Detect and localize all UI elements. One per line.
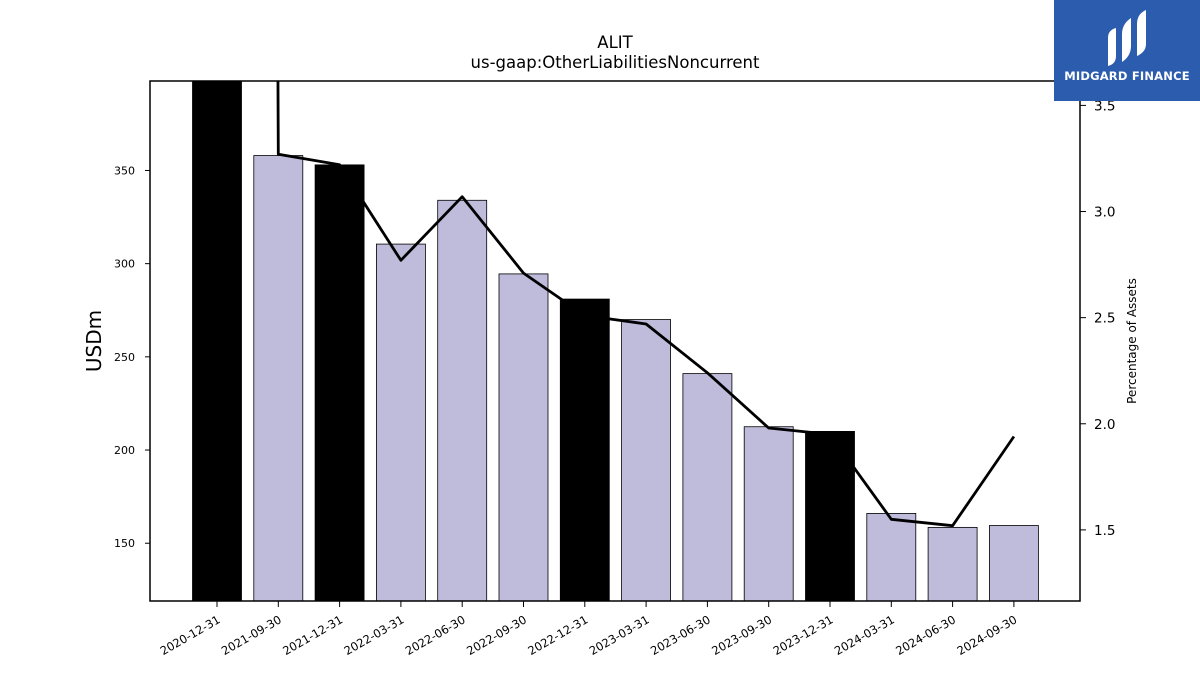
midgard-finance-logo: MIDGARD FINANCE xyxy=(1054,0,1200,101)
bar-2024-03-31 xyxy=(866,513,917,601)
y-axis-label: USDm xyxy=(82,310,106,372)
y2-tick-label: 3.0 xyxy=(1094,205,1115,221)
y-tick-label: 350 xyxy=(114,164,135,177)
x-tick-label: 2022-12-31 xyxy=(525,612,590,658)
x-tick-label: 2022-03-31 xyxy=(342,612,407,658)
y2-tick-label: 2.5 xyxy=(1094,311,1115,327)
logo-text: MIDGARD FINANCE xyxy=(1064,69,1190,83)
bar-2022-03-31 xyxy=(375,243,426,601)
y2-tick-label: 3.5 xyxy=(1094,98,1115,114)
bar-2023-06-30 xyxy=(682,373,733,601)
chart-title: ALIT xyxy=(597,33,633,52)
x-tick-label: 2020-12-31 xyxy=(158,612,223,658)
y-tick-label: 150 xyxy=(114,537,135,550)
y-tick-label: 200 xyxy=(114,444,135,457)
x-axis: 2020-12-312021-09-302021-12-312022-03-31… xyxy=(158,601,1020,658)
plot-frame xyxy=(149,80,1081,602)
x-tick-label: 2024-03-31 xyxy=(832,612,897,658)
x-tick-label: 2023-06-30 xyxy=(648,612,713,658)
bar-2021-12-31 xyxy=(314,164,365,601)
logo-mark-icon xyxy=(1108,10,1146,66)
y2-axis-label: Percentage of Assets xyxy=(1125,278,1139,404)
bar-2023-03-31 xyxy=(621,319,671,601)
y-axis-left: 150 200 250 300 350 xyxy=(114,164,150,550)
bar-2023-12-31 xyxy=(805,430,855,601)
y-axis-right: 1.5 2.0 2.5 3.0 3.5 xyxy=(1080,98,1115,539)
x-tick-label: 2024-09-30 xyxy=(955,612,1020,658)
x-tick-label: 2022-09-30 xyxy=(464,612,529,658)
y-tick-label: 250 xyxy=(114,351,135,364)
bars xyxy=(192,81,1039,601)
bar-2020-12-31 xyxy=(192,81,242,601)
y2-tick-label: 1.5 xyxy=(1094,523,1115,539)
x-tick-label: 2024-06-30 xyxy=(893,612,958,658)
y2-tick-label: 2.0 xyxy=(1094,417,1115,433)
bar-2021-09-30 xyxy=(253,155,304,601)
bar-2024-06-30 xyxy=(927,526,978,601)
y-tick-label: 300 xyxy=(114,258,135,271)
bar-2023-09-30 xyxy=(743,426,794,601)
bar-2022-09-30 xyxy=(498,273,549,601)
percentage-line-layer xyxy=(276,81,1016,528)
x-tick-label: 2023-12-31 xyxy=(771,612,836,658)
chart-subtitle: us-gaap:OtherLiabilitiesNoncurrent xyxy=(471,53,760,72)
bar-2022-06-30 xyxy=(437,199,488,601)
x-tick-label: 2023-03-31 xyxy=(587,612,652,658)
x-tick-label: 2021-12-31 xyxy=(280,612,345,658)
x-tick-label: 2023-09-30 xyxy=(709,612,774,658)
bar-2024-09-30 xyxy=(989,525,1039,601)
x-tick-label: 2022-06-30 xyxy=(403,612,468,658)
percentage-of-assets-line xyxy=(276,81,1016,528)
bar-2022-12-31 xyxy=(559,298,610,601)
x-tick-label: 2021-09-30 xyxy=(219,612,284,658)
